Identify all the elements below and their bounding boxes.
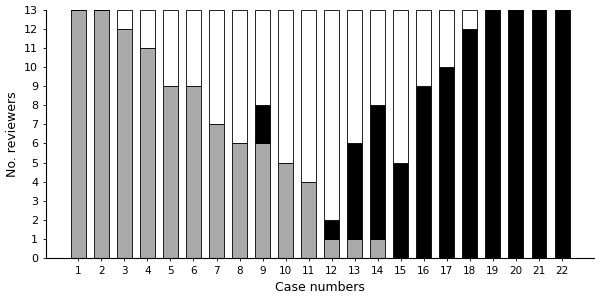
Bar <box>554 10 569 258</box>
Bar <box>163 10 178 86</box>
Bar <box>71 10 86 258</box>
Bar <box>370 105 385 239</box>
Y-axis label: No. reviewers: No. reviewers <box>5 91 19 177</box>
Bar <box>163 86 178 258</box>
Bar <box>255 143 270 258</box>
Bar <box>347 10 362 143</box>
Bar <box>186 86 201 258</box>
Bar <box>463 29 478 258</box>
Bar <box>347 239 362 258</box>
Bar <box>532 10 547 258</box>
Bar <box>393 163 408 258</box>
X-axis label: Case numbers: Case numbers <box>275 281 365 294</box>
Bar <box>393 10 408 163</box>
Bar <box>278 10 293 163</box>
Bar <box>301 182 316 258</box>
Bar <box>255 105 270 143</box>
Bar <box>324 10 339 220</box>
Bar <box>140 10 155 48</box>
Bar <box>485 10 500 258</box>
Bar <box>324 220 339 239</box>
Bar <box>232 143 247 258</box>
Bar <box>439 10 454 67</box>
Bar <box>508 10 523 258</box>
Bar <box>463 10 478 29</box>
Bar <box>278 163 293 258</box>
Bar <box>94 10 109 258</box>
Bar <box>416 86 431 258</box>
Bar <box>301 10 316 182</box>
Bar <box>370 10 385 105</box>
Bar <box>439 67 454 258</box>
Bar <box>416 10 431 86</box>
Bar <box>186 10 201 86</box>
Bar <box>255 10 270 105</box>
Bar <box>324 239 339 258</box>
Bar <box>232 10 247 143</box>
Bar <box>117 10 132 29</box>
Bar <box>209 124 224 258</box>
Bar <box>117 29 132 258</box>
Bar <box>347 143 362 239</box>
Bar <box>209 10 224 124</box>
Bar <box>140 48 155 258</box>
Bar <box>370 239 385 258</box>
